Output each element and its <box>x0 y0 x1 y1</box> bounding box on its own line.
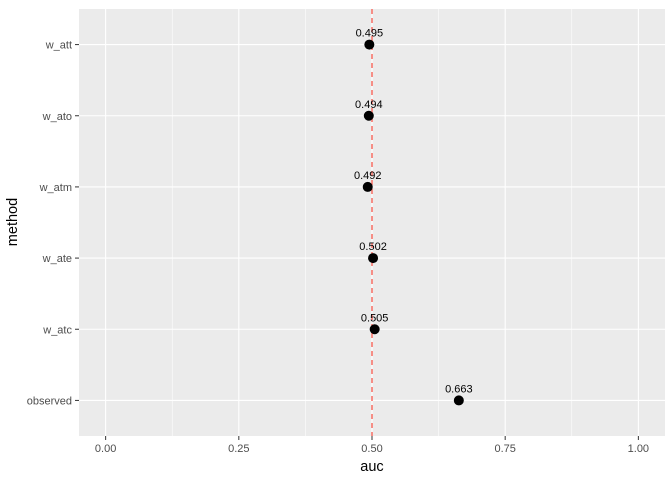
x-tick-label: 0.75 <box>494 443 515 455</box>
data-point <box>364 39 375 50</box>
y-tick-label: observed <box>27 395 72 407</box>
data-point <box>368 253 379 264</box>
data-point <box>369 324 380 335</box>
data-label: 0.494 <box>355 99 383 111</box>
x-axis-title: auc <box>360 459 383 475</box>
data-labels-layer: 0.663 0.505 0.502 0.492 0.494 0.495 <box>354 28 473 396</box>
data-point <box>453 395 464 406</box>
points-layer <box>362 39 464 406</box>
x-tick-label: 0.00 <box>95 443 116 455</box>
data-point <box>363 110 374 121</box>
y-tick-label: w_ate <box>42 253 72 265</box>
x-tick-label: 0.50 <box>361 443 382 455</box>
y-axis-title: method <box>5 198 21 246</box>
data-point <box>362 181 373 192</box>
y-axis: observed w_atc w_ate w_atm w_ato w_att <box>27 40 79 407</box>
y-tick-label: w_atc <box>42 324 72 336</box>
y-tick-label: w_atm <box>39 182 72 194</box>
data-label: 0.663 <box>445 383 473 395</box>
data-label: 0.505 <box>361 312 389 324</box>
x-tick-label: 1.00 <box>628 443 649 455</box>
y-tick-label: w_att <box>45 40 72 52</box>
data-label: 0.495 <box>356 28 384 40</box>
x-tick-label: 0.25 <box>228 443 249 455</box>
data-label: 0.502 <box>359 241 387 253</box>
y-tick-label: w_ato <box>42 111 72 123</box>
x-axis: 0.00 0.25 0.50 0.75 1.00 <box>95 436 649 455</box>
data-label: 0.492 <box>354 170 382 182</box>
